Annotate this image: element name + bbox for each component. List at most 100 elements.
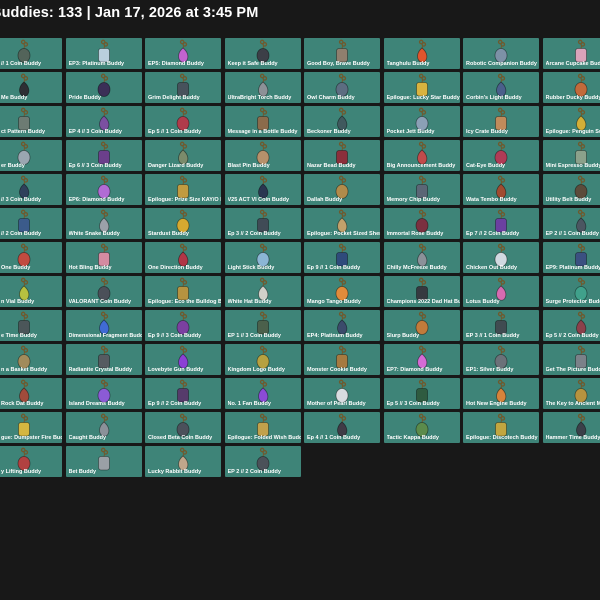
buddy-card[interactable]: Champions 2022 Dad Hat Buddy	[383, 276, 460, 307]
buddy-card[interactable]: EP 2 // 1 Coin Buddy	[542, 208, 600, 239]
buddy-card[interactable]: // 2 Coin Buddy	[0, 208, 62, 239]
buddy-card[interactable]: Cat-Eye Buddy	[463, 140, 539, 171]
buddy-card[interactable]: Monster Cookie Buddy	[304, 344, 380, 375]
buddy-card[interactable]: Tactic Kappa Buddy	[383, 412, 460, 443]
buddy-card[interactable]: Grim Delight Buddy	[145, 72, 221, 103]
buddy-card[interactable]: Big Announcement Buddy	[383, 140, 460, 171]
buddy-card[interactable]: EP9: Platinum Buddy	[542, 242, 600, 273]
buddy-card[interactable]: White Hat Buddy	[224, 276, 301, 307]
buddy-card[interactable]: Epilogue: Pocket Sized Sheriff Buddy	[304, 208, 380, 239]
buddy-card[interactable]: Island Dreams Buddy	[65, 378, 142, 409]
buddy-card[interactable]: Ep 5 // 2 Coin Buddy	[542, 310, 600, 341]
buddy-card[interactable]: Beckoner Buddy	[304, 106, 380, 137]
buddy-card[interactable]: Ep 3 // 2 Coin Buddy	[224, 208, 301, 239]
buddy-card[interactable]: Pride Buddy	[65, 72, 142, 103]
buddy-card[interactable]: Closed Beta Coin Buddy	[145, 412, 221, 443]
buddy-card[interactable]: Get The Picture Buddy	[542, 344, 600, 375]
buddy-card[interactable]: Dimensional Fragment Buddy	[65, 310, 142, 341]
buddy-card[interactable]: Mango Tango Buddy	[304, 276, 380, 307]
buddy-card[interactable]: Arcane Cupcake Buddy	[542, 38, 600, 69]
buddy-card[interactable]: EP 3 // 1 Coin Buddy	[463, 310, 539, 341]
buddy-card[interactable]: Epilogue: Eco the Bulldog Buddy	[145, 276, 221, 307]
buddy-card[interactable]: Light Stick Buddy	[224, 242, 301, 273]
buddy-card[interactable]: Wata Tembo Buddy	[463, 174, 539, 205]
buddy-card[interactable]: Ep 9 // 1 Coin Buddy	[304, 242, 380, 273]
buddy-card[interactable]: EP5: Diamond Buddy	[145, 38, 221, 69]
buddy-card[interactable]: One Buddy	[0, 242, 62, 273]
buddy-card[interactable]: Ep 9 // 2 Coin Buddy	[145, 378, 221, 409]
buddy-card[interactable]: n Vial Buddy	[0, 276, 62, 307]
buddy-card[interactable]: gue: Dumpster Fire Buddy	[0, 412, 62, 443]
buddy-card[interactable]: Tanghulu Buddy	[383, 38, 460, 69]
buddy-card[interactable]: EP7: Diamond Buddy	[383, 344, 460, 375]
buddy-card[interactable]: Ep 7 // 2 Coin Buddy	[463, 208, 539, 239]
buddy-card[interactable]: UltraBright Torch Buddy	[224, 72, 301, 103]
buddy-card[interactable]: V25 ACT VI Coin Buddy	[224, 174, 301, 205]
buddy-card[interactable]: Radianite Crystal Buddy	[65, 344, 142, 375]
buddy-card[interactable]: Good Boy, Brave Buddy	[304, 38, 380, 69]
buddy-card[interactable]: Hot New Engine Buddy	[463, 378, 539, 409]
buddy-card[interactable]: EP4: Platinum Buddy	[304, 310, 380, 341]
buddy-card[interactable]: Dallah Buddy	[304, 174, 380, 205]
buddy-card[interactable]: Ep 5 // 3 Coin Buddy	[383, 378, 460, 409]
buddy-card[interactable]: Chilly McFreeze Buddy	[383, 242, 460, 273]
buddy-card[interactable]: Stardust Buddy	[145, 208, 221, 239]
buddy-card[interactable]: Caught Buddy	[65, 412, 142, 443]
buddy-card[interactable]: Icy Crate Buddy	[463, 106, 539, 137]
buddy-card[interactable]: Memory Chip Buddy	[383, 174, 460, 205]
buddy-card[interactable]: Blast Pin Buddy	[224, 140, 301, 171]
buddy-card[interactable]: n a Basket Buddy	[0, 344, 62, 375]
buddy-card[interactable]: Hammer Time Buddy	[542, 412, 600, 443]
buddy-card[interactable]: Surge Protector Buddy	[542, 276, 600, 307]
buddy-card[interactable]: Epilogue: Discotech Buddy	[463, 412, 539, 443]
buddy-card[interactable]: White Snake Buddy	[65, 208, 142, 239]
buddy-card[interactable]: EP6: Diamond Buddy	[65, 174, 142, 205]
buddy-card[interactable]: Nazar Bead Buddy	[304, 140, 380, 171]
buddy-card[interactable]: VALORANT Coin Buddy	[65, 276, 142, 307]
buddy-card[interactable]: Epilogue: Penguin Surprise Buddy	[542, 106, 600, 137]
buddy-card[interactable]: // 3 Coin Buddy	[0, 174, 62, 205]
buddy-card[interactable]: Mini Espresso Buddy	[542, 140, 600, 171]
buddy-card[interactable]: The Key to Ancient Mysteries Buddy	[542, 378, 600, 409]
buddy-card[interactable]: Immortal Rose Buddy	[383, 208, 460, 239]
buddy-card[interactable]: Epilogue: Prize Size KAY/O Buddy	[145, 174, 221, 205]
buddy-card[interactable]: e Time Buddy	[0, 310, 62, 341]
buddy-card[interactable]: EP3: Platinum Buddy	[65, 38, 142, 69]
buddy-card[interactable]: Ep 5 // 1 Coin Buddy	[145, 106, 221, 137]
buddy-card[interactable]: EP 4 // 3 Coin Buddy	[65, 106, 142, 137]
buddy-card[interactable]: er Buddy	[0, 140, 62, 171]
buddy-card[interactable]: Me Buddy	[0, 72, 62, 103]
buddy-card[interactable]: Bet Buddy	[65, 446, 142, 477]
buddy-card[interactable]: Ep 4 // 1 Coin Buddy	[304, 412, 380, 443]
buddy-card[interactable]: No. 1 Fan Buddy	[224, 378, 301, 409]
buddy-card[interactable]: Utility Belt Buddy	[542, 174, 600, 205]
buddy-card[interactable]: Danger Lizard Buddy	[145, 140, 221, 171]
buddy-card[interactable]: // 1 Coin Buddy	[0, 38, 62, 69]
buddy-card[interactable]: Mother of Pearl Buddy	[304, 378, 380, 409]
buddy-card[interactable]: Ep 9 // 3 Coin Buddy	[145, 310, 221, 341]
buddy-card[interactable]: Kingdom Logo Buddy	[224, 344, 301, 375]
buddy-card[interactable]: Robotic Companion Buddy	[463, 38, 539, 69]
buddy-card[interactable]: Slurp Buddy	[383, 310, 460, 341]
buddy-card[interactable]: Message in a Bottle Buddy	[224, 106, 301, 137]
buddy-card[interactable]: Lotus Buddy	[463, 276, 539, 307]
buddy-card[interactable]: Epilogue: Lucky Star Buddy	[383, 72, 460, 103]
buddy-card[interactable]: EP 1 // 3 Coin Buddy	[224, 310, 301, 341]
buddy-card[interactable]: Hot Bling Buddy	[65, 242, 142, 273]
buddy-card[interactable]: EP1: Silver Buddy	[463, 344, 539, 375]
buddy-card[interactable]: Rubber Ducky Buddy	[542, 72, 600, 103]
buddy-card[interactable]: Lovebyte Gun Buddy	[145, 344, 221, 375]
buddy-card[interactable]: ct Pattern Buddy	[0, 106, 62, 137]
buddy-card[interactable]: Lucky Rabbit Buddy	[145, 446, 221, 477]
buddy-card[interactable]: Keep it Safe Buddy	[224, 38, 301, 69]
buddy-card[interactable]: Pocket Jett Buddy	[383, 106, 460, 137]
buddy-card[interactable]: Rock Dat Buddy	[0, 378, 62, 409]
buddy-card[interactable]: Epilogue: Folded Wish Buddy	[224, 412, 301, 443]
buddy-card[interactable]: EP 2 // 2 Coin Buddy	[224, 446, 301, 477]
buddy-card[interactable]: Ep 6 // 3 Coin Buddy	[65, 140, 142, 171]
buddy-card[interactable]: One Direction Buddy	[145, 242, 221, 273]
buddy-card[interactable]: Corbin's Light Buddy	[463, 72, 539, 103]
buddy-card[interactable]: Owl Charm Buddy	[304, 72, 380, 103]
buddy-card[interactable]: Chicken Out Buddy	[463, 242, 539, 273]
buddy-card[interactable]: y Lifting Buddy	[0, 446, 62, 477]
